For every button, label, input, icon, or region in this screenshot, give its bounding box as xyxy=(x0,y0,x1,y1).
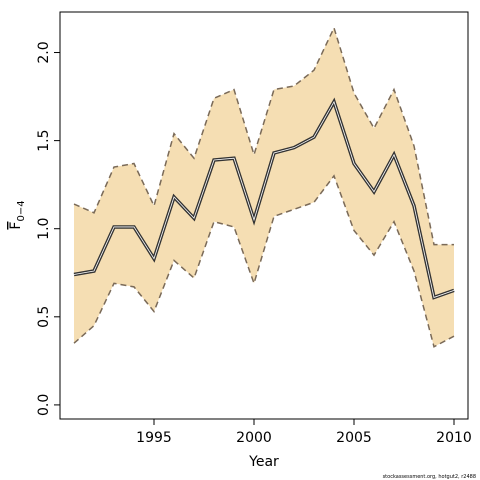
y-axis-label: F0−4 xyxy=(8,200,27,229)
y-tick-label: 2.0 xyxy=(36,41,52,63)
y-label-sub: 0−4 xyxy=(16,200,27,221)
plot-frame xyxy=(59,11,469,420)
footnote: stockassessment.org, hotgut2, r2488 xyxy=(383,474,476,480)
y-tick-label: 1.5 xyxy=(36,129,52,151)
x-tick-label: 2005 xyxy=(336,430,372,446)
upper-bound-line xyxy=(73,25,454,246)
x-axis-label: Year xyxy=(248,454,279,470)
y-tick-label: 0.0 xyxy=(36,394,52,416)
x-tick-label: 2010 xyxy=(436,430,472,446)
x-tick-label: 2000 xyxy=(236,430,272,446)
estimate-line xyxy=(73,100,455,298)
y-tick-label: 1.0 xyxy=(36,218,52,240)
y-tick-label: 0.5 xyxy=(36,306,52,328)
x-tick-label: 1995 xyxy=(136,430,172,446)
y-label-main: F xyxy=(8,222,24,230)
y-axis-label-text: F0−4 xyxy=(8,200,27,229)
lower-bound-line xyxy=(73,174,455,348)
